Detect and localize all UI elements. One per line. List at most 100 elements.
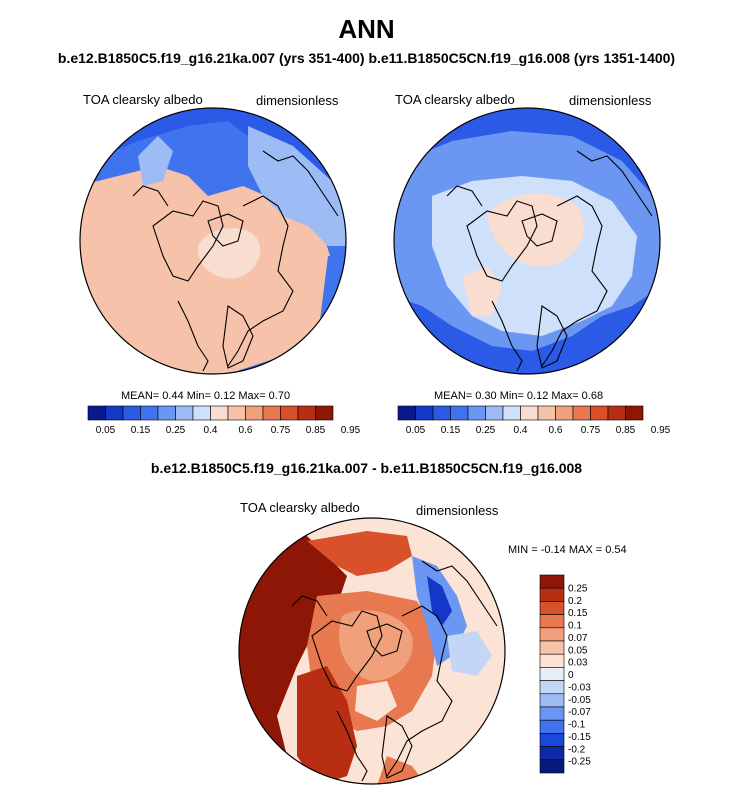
panel3-colorbar-tick-label: 0.15 bbox=[568, 608, 588, 619]
main-title: ANN bbox=[338, 14, 395, 44]
panel1-map-border bbox=[79, 107, 347, 375]
panel1-colorbar-tick-label: 0.05 bbox=[96, 425, 116, 436]
panel3-colorbar-swatch bbox=[539, 640, 565, 655]
panel2-units-label: dimensionless bbox=[569, 93, 652, 108]
panel3-colorbar-swatch bbox=[539, 733, 565, 747]
panel3-colorbar-tick-label: 0.2 bbox=[568, 596, 582, 607]
panel1-colorbar-swatch bbox=[157, 405, 176, 421]
panel3-colorbar-tick-label: 0.05 bbox=[568, 645, 588, 656]
panel3-colorbar-tick-label: -0.03 bbox=[568, 682, 591, 693]
panel3-colorbar-swatch bbox=[539, 614, 565, 629]
panel3-colorbar-tick-label: 0.07 bbox=[568, 633, 588, 644]
panel1-coastlines bbox=[132, 150, 339, 372]
panel1-colorbar-swatch bbox=[192, 405, 211, 421]
panel1-pacific-patch bbox=[138, 136, 173, 186]
panel3-colorbar-tick-label: -0.05 bbox=[568, 695, 591, 706]
panel3-colorbar-tick-label: 0.25 bbox=[568, 583, 588, 594]
subtitle-top: b.e12.B1850C5.f19_g16.21ka.007 (yrs 351-… bbox=[57, 50, 676, 66]
panel2-colorbar-tick-label: 0.95 bbox=[651, 425, 671, 436]
panel2-colorbar-swatch bbox=[572, 405, 591, 421]
panel2-colorbar-tick-label: 0.4 bbox=[514, 425, 528, 436]
panel1-colorbar-swatch bbox=[105, 405, 124, 421]
panel1-colorbar-swatch bbox=[297, 405, 316, 421]
panel3-pale-patch bbox=[355, 681, 397, 721]
panel3-orange-north bbox=[307, 531, 412, 576]
panel3-colorbar-swatch bbox=[539, 693, 565, 708]
panel2-colorbar-labels: 0.05 0.15 0.25 0.4 0.6 0.75 0.85 0.95 bbox=[406, 425, 671, 436]
panel3-map bbox=[238, 517, 506, 785]
panel1-colorbar-swatch bbox=[280, 405, 299, 421]
panel3-colorbar-tick-label: -0.1 bbox=[568, 720, 586, 731]
panel2-colorbar-swatch bbox=[450, 405, 469, 421]
panel1-colorbar-labels: 0.05 0.15 0.25 0.4 0.6 0.75 0.85 0.95 bbox=[96, 425, 361, 436]
panel2-colorbar-swatch bbox=[555, 405, 574, 421]
subtitle-difference: b.e12.B1850C5.f19_g16.21ka.007 - b.e11.B… bbox=[150, 460, 583, 476]
panel1-colorbar-swatches bbox=[87, 405, 334, 421]
panel1-colorbar-tick-label: 0.6 bbox=[239, 425, 253, 436]
panel2-colorbar-tick-label: 0.05 bbox=[406, 425, 426, 436]
panel1-high-albedo-region bbox=[80, 166, 333, 374]
panel3-variable-label: TOA clearsky albedo bbox=[240, 500, 360, 515]
panel1-polar-cap bbox=[197, 228, 261, 279]
panel2-stats: MEAN= 0.30 Min= 0.12 Max= 0.68 bbox=[434, 390, 604, 402]
panel3-colorbar-swatch bbox=[539, 746, 565, 761]
panel1-colorbar-tick-label: 0.25 bbox=[166, 425, 186, 436]
panel1-map bbox=[79, 107, 347, 375]
panel1-colorbar-swatch bbox=[175, 405, 194, 421]
panel2-colorbar-swatch bbox=[502, 405, 521, 421]
panel1-units-label: dimensionless bbox=[256, 93, 339, 108]
panel1-colorbar-tick-label: 0.75 bbox=[271, 425, 291, 436]
panel3-colorbar: 0.250.20.150.10.070.050.030-0.03-0.05-0.… bbox=[539, 574, 591, 774]
panel2-colorbar-tick-label: 0.25 bbox=[476, 425, 496, 436]
panel3-colorbar-swatch bbox=[539, 719, 565, 734]
panel2-colorbar-tick-label: 0.85 bbox=[616, 425, 636, 436]
panel3-colorbar-swatch bbox=[539, 601, 565, 615]
panel2-colorbar-tick-label: 0.75 bbox=[581, 425, 601, 436]
panel3-colorbar-swatch bbox=[539, 653, 565, 668]
panel3-colorbar-tick-label: -0.25 bbox=[568, 757, 591, 768]
panel3-colorbar-tick-label: 0 bbox=[568, 670, 574, 681]
panel3-colorbar-tick-label: 0.03 bbox=[568, 658, 588, 669]
panel3-coastlines bbox=[291, 560, 498, 782]
panel1-colorbar-swatch bbox=[122, 405, 141, 421]
panel1-colorbar-swatch bbox=[210, 405, 229, 421]
panel1-colorbar-swatch bbox=[227, 405, 246, 421]
panel2-map bbox=[393, 107, 661, 375]
panel3-colorbar-tick-label: 0.1 bbox=[568, 621, 582, 632]
panel1-colorbar-swatch bbox=[140, 405, 159, 421]
panel3-deep-blue-patch bbox=[427, 576, 452, 626]
panel1-colorbar-swatch bbox=[315, 405, 334, 421]
panel2-variable-label: TOA clearsky albedo bbox=[395, 92, 515, 107]
panel2-colorbar-tick-label: 0.15 bbox=[441, 425, 461, 436]
panel1-colorbar-tick-label: 0.95 bbox=[341, 425, 361, 436]
panel3-colorbar-tick-label: -0.15 bbox=[568, 732, 591, 743]
panel3-colorbar-swatch bbox=[539, 706, 565, 721]
panel3-colorbar-swatches bbox=[539, 574, 565, 774]
panel1-colorbar: 0.05 0.15 0.25 0.4 0.6 0.75 0.85 0.95 bbox=[87, 405, 361, 436]
panel2-coastlines bbox=[446, 150, 653, 372]
panel1-stats: MEAN= 0.44 Min= 0.12 Max= 0.70 bbox=[121, 390, 291, 402]
panel2-greenland-patch bbox=[462, 266, 502, 316]
panel3-colorbar-labels: 0.250.20.150.10.070.050.030-0.03-0.05-0.… bbox=[568, 583, 591, 767]
panel2-colorbar-swatch bbox=[415, 405, 434, 421]
panel1-colorbar-tick-label: 0.4 bbox=[204, 425, 218, 436]
panel2-colorbar-swatch bbox=[432, 405, 451, 421]
panel2-colorbar-swatch bbox=[397, 405, 416, 421]
panel3-colorbar-swatch bbox=[539, 680, 565, 695]
panel3-colorbar-swatch bbox=[539, 667, 565, 681]
panel1-variable-label: TOA clearsky albedo bbox=[83, 92, 203, 107]
panel2-colorbar-swatch bbox=[590, 405, 609, 421]
panel3-stats: MIN = -0.14 MAX = 0.54 bbox=[508, 544, 627, 556]
panel2-colorbar-swatches bbox=[397, 405, 644, 421]
panel3-colorbar-swatch bbox=[539, 627, 565, 642]
panel2-colorbar-swatch bbox=[467, 405, 486, 421]
panel3-colorbar-tick-label: -0.07 bbox=[568, 707, 591, 718]
panel2-map-border bbox=[393, 107, 661, 375]
panel1-colorbar-swatch bbox=[262, 405, 281, 421]
panel2-colorbar: 0.05 0.15 0.25 0.4 0.6 0.75 0.85 0.95 bbox=[397, 405, 671, 436]
panel3-pale-blue-patch bbox=[447, 631, 492, 676]
panel3-red-band bbox=[297, 666, 357, 784]
panel1-light-blue-region bbox=[248, 126, 346, 246]
panel2-colorbar-swatch bbox=[607, 405, 626, 421]
panel1-colorbar-swatch bbox=[87, 405, 106, 421]
